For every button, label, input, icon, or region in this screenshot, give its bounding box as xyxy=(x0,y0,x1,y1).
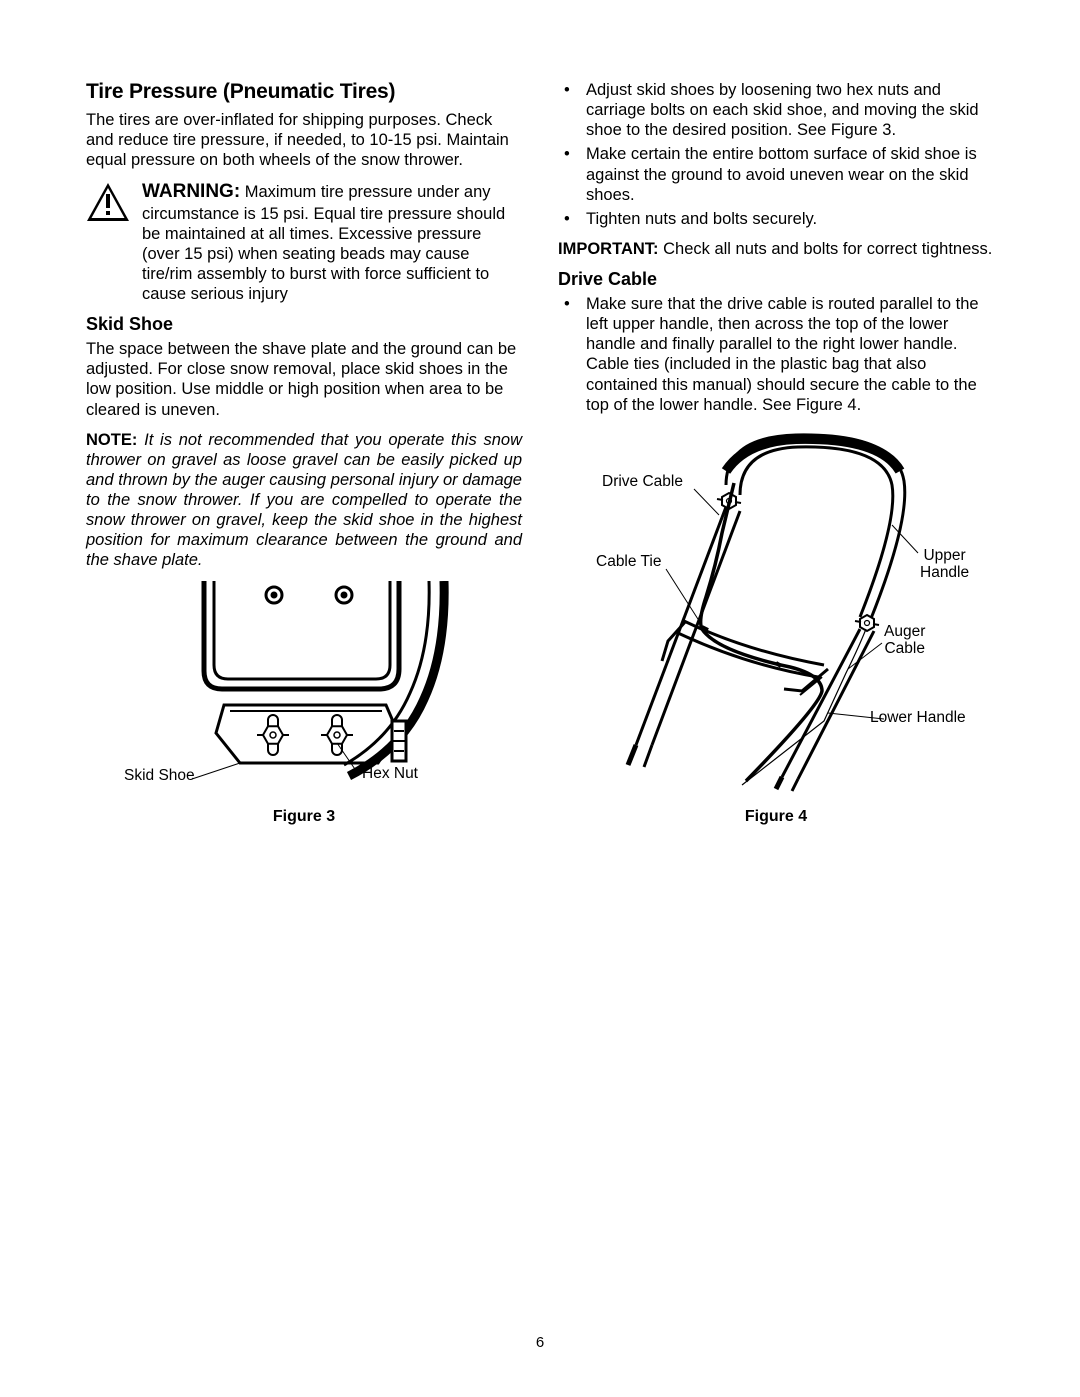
right-column: Adjust skid shoes by loosening two hex n… xyxy=(558,80,994,826)
figure-4-label-cable-tie: Cable Tie xyxy=(596,553,661,570)
skid-shoe-steps: Adjust skid shoes by loosening two hex n… xyxy=(558,80,994,229)
subheading-drive-cable: Drive Cable xyxy=(558,269,994,290)
important-body: Check all nuts and bolts for correct tig… xyxy=(659,240,993,258)
figure-4-label-auger-cable: Auger Cable xyxy=(884,623,925,657)
figure-3-label-skid-shoe: Skid Shoe xyxy=(124,767,195,784)
warning-lead: WARNING: xyxy=(142,181,240,202)
left-column: Tire Pressure (Pneumatic Tires) The tire… xyxy=(86,80,522,826)
figure-4-diagram: Drive Cable Cable Tie Upper Handle Auger… xyxy=(566,425,986,800)
figure-4: Drive Cable Cable Tie Upper Handle Auger… xyxy=(558,425,994,826)
important-lead: IMPORTANT: xyxy=(558,240,659,258)
figure-4-label-upper-handle: Upper Handle xyxy=(920,547,969,581)
skid-shoe-body: The space between the shave plate and th… xyxy=(86,339,522,420)
warning-block: WARNING: Maximum tire pressure under any… xyxy=(86,180,522,304)
figure-4-caption: Figure 4 xyxy=(558,808,994,826)
list-item: Adjust skid shoes by loosening two hex n… xyxy=(558,80,994,140)
figure-4-label-drive-cable: Drive Cable xyxy=(602,473,683,490)
tire-pressure-body: The tires are over-inflated for shipping… xyxy=(86,110,522,170)
figure-3-label-hex-nut: Hex Nut xyxy=(362,765,418,782)
drive-cable-steps: Make sure that the drive cable is routed… xyxy=(558,294,994,415)
page-number: 6 xyxy=(0,1334,1080,1351)
warning-text: WARNING: Maximum tire pressure under any… xyxy=(142,180,522,304)
note-lead: NOTE: xyxy=(86,431,137,449)
note-paragraph: NOTE: It is not recommended that you ope… xyxy=(86,430,522,571)
note-body: It is not recommended that you operate t… xyxy=(86,431,522,570)
list-item: Make certain the entire bottom surface o… xyxy=(558,144,994,204)
figure-3-caption: Figure 3 xyxy=(86,808,522,826)
subheading-skid-shoe: Skid Shoe xyxy=(86,314,522,335)
list-item: Make sure that the drive cable is routed… xyxy=(558,294,994,415)
figure-3: Skid Shoe Hex Nut Figure 3 xyxy=(86,581,522,826)
manual-page: Tire Pressure (Pneumatic Tires) The tire… xyxy=(0,0,1080,1397)
figure-4-label-lower-handle: Lower Handle xyxy=(870,709,966,726)
figure-3-diagram: Skid Shoe Hex Nut xyxy=(144,581,464,786)
section-title-tire-pressure: Tire Pressure (Pneumatic Tires) xyxy=(86,80,522,104)
two-column-layout: Tire Pressure (Pneumatic Tires) The tire… xyxy=(86,80,994,826)
important-paragraph: IMPORTANT: Check all nuts and bolts for … xyxy=(558,239,994,259)
warning-icon xyxy=(86,180,130,304)
list-item: Tighten nuts and bolts securely. xyxy=(558,209,994,229)
